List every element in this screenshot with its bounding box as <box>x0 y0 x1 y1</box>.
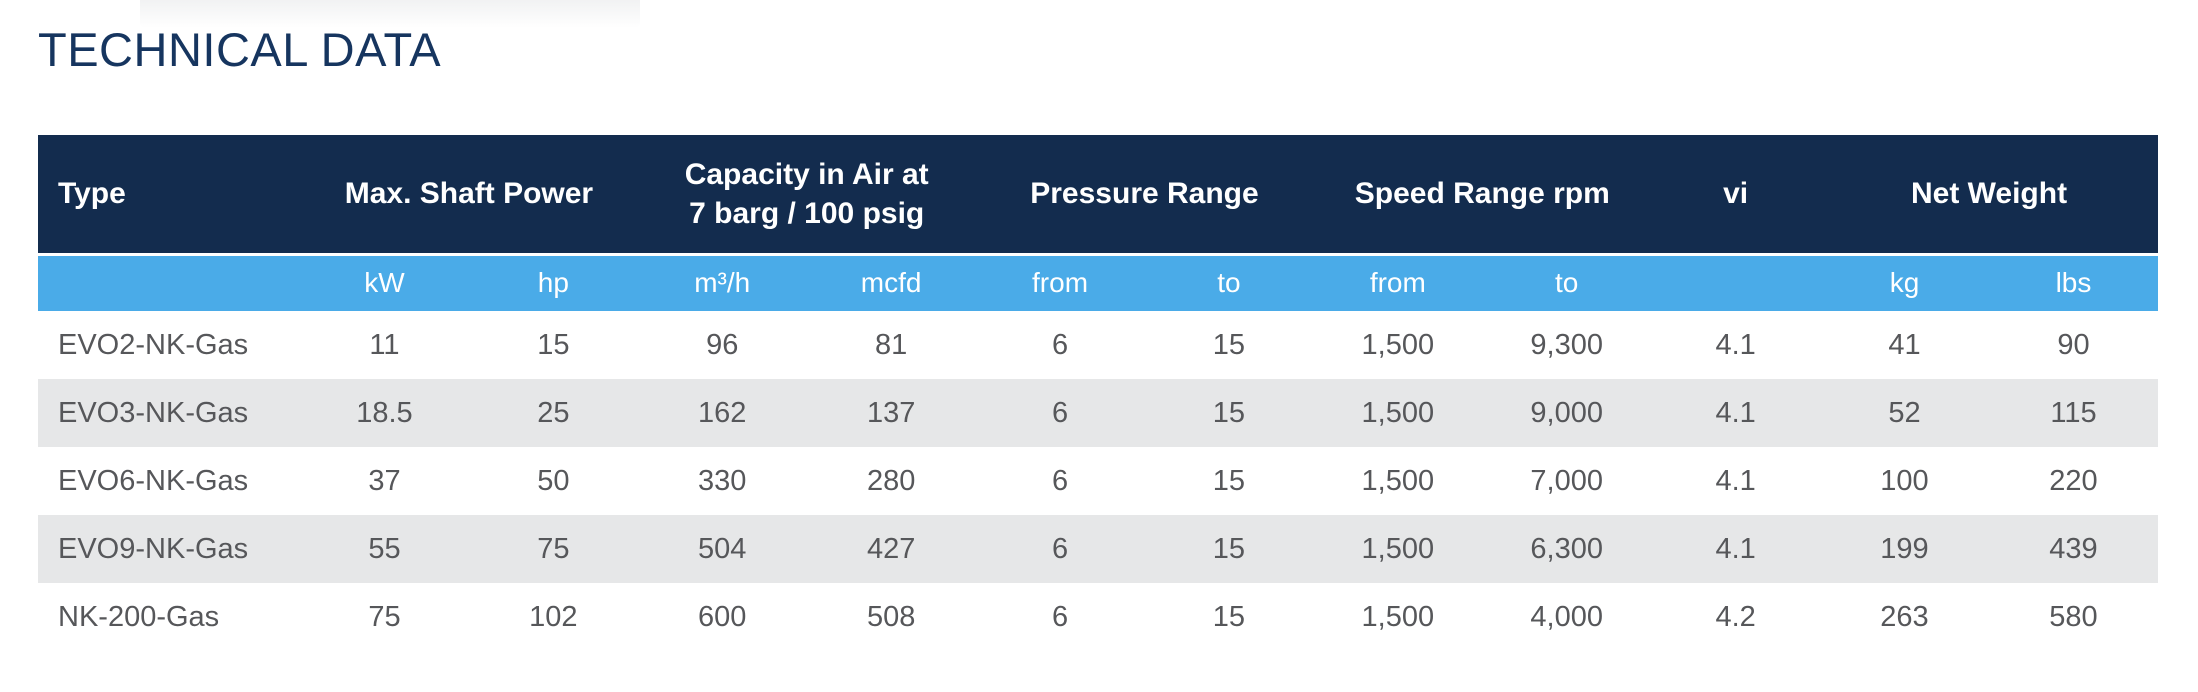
value-cell: 41 <box>1820 311 1989 379</box>
top-image-remnant <box>140 0 640 28</box>
value-cell: 55 <box>300 515 469 583</box>
value-cell: 81 <box>806 311 976 379</box>
header-type: Type <box>38 135 301 256</box>
page-title: TECHNICAL DATA <box>38 23 442 76</box>
value-cell: 263 <box>1820 583 1989 651</box>
value-cell: 439 <box>1988 515 2158 583</box>
unit-cell-pressure-to: to <box>1144 254 1314 311</box>
technical-data-table: Type Max. Shaft Power Capacity in Air at… <box>38 135 2158 651</box>
value-cell: 52 <box>1820 379 1989 447</box>
value-cell: 580 <box>1988 583 2158 651</box>
type-cell: EVO9-NK-Gas <box>38 515 301 583</box>
value-cell: 137 <box>806 379 976 447</box>
header-max-shaft-power: Max. Shaft Power <box>300 135 638 256</box>
unit-cell-vi <box>1651 254 1821 311</box>
unit-cell-m3h: m³/h <box>637 254 807 311</box>
value-cell: 162 <box>637 379 807 447</box>
value-cell: 4.1 <box>1651 515 1821 583</box>
value-cell: 15 <box>1144 447 1314 515</box>
unit-cell-speed-from: from <box>1313 254 1483 311</box>
value-cell: 15 <box>468 311 638 379</box>
value-cell: 115 <box>1988 379 2158 447</box>
header-group-row: Type Max. Shaft Power Capacity in Air at… <box>38 135 2158 256</box>
value-cell: 9,000 <box>1482 379 1652 447</box>
value-cell: 18.5 <box>300 379 469 447</box>
table-row: EVO2-NK-Gas 11 15 96 81 6 15 1,500 9,300 4.1 41 90 <box>38 311 2158 379</box>
value-cell: 9,300 <box>1482 311 1652 379</box>
value-cell: 220 <box>1988 447 2158 515</box>
value-cell: 6,300 <box>1482 515 1652 583</box>
value-cell: 4.1 <box>1651 311 1821 379</box>
value-cell: 37 <box>300 447 469 515</box>
unit-cell-mcfd: mcfd <box>806 254 976 311</box>
value-cell: 6 <box>975 515 1145 583</box>
header-units-row: kW hp m³/h mcfd from to from to kg lbs <box>38 254 2158 311</box>
header-net-weight: Net Weight <box>1820 135 2158 256</box>
type-cell: NK-200-Gas <box>38 583 301 651</box>
value-cell: 75 <box>300 583 469 651</box>
value-cell: 50 <box>468 447 638 515</box>
header-speed-range: Speed Range rpm <box>1313 135 1652 256</box>
value-cell: 199 <box>1820 515 1989 583</box>
value-cell: 427 <box>806 515 976 583</box>
value-cell: 100 <box>1820 447 1989 515</box>
value-cell: 1,500 <box>1313 447 1483 515</box>
value-cell: 96 <box>637 311 807 379</box>
unit-cell-pressure-from: from <box>975 254 1145 311</box>
type-cell: EVO2-NK-Gas <box>38 311 301 379</box>
type-cell: EVO3-NK-Gas <box>38 379 301 447</box>
value-cell: 75 <box>468 515 638 583</box>
unit-cell-hp: hp <box>468 254 638 311</box>
table-header: Type Max. Shaft Power Capacity in Air at… <box>38 135 2158 311</box>
value-cell: 4,000 <box>1482 583 1652 651</box>
value-cell: 6 <box>975 311 1145 379</box>
value-cell: 15 <box>1144 379 1314 447</box>
value-cell: 6 <box>975 447 1145 515</box>
value-cell: 7,000 <box>1482 447 1652 515</box>
unit-cell-kw: kW <box>300 254 469 311</box>
value-cell: 4.1 <box>1651 379 1821 447</box>
value-cell: 6 <box>975 379 1145 447</box>
value-cell: 508 <box>806 583 976 651</box>
unit-cell-speed-to: to <box>1482 254 1652 311</box>
value-cell: 6 <box>975 583 1145 651</box>
value-cell: 102 <box>468 583 638 651</box>
unit-cell-kg: kg <box>1820 254 1989 311</box>
unit-cell-type <box>38 254 301 311</box>
value-cell: 1,500 <box>1313 379 1483 447</box>
value-cell: 1,500 <box>1313 515 1483 583</box>
value-cell: 15 <box>1144 515 1314 583</box>
value-cell: 25 <box>468 379 638 447</box>
value-cell: 15 <box>1144 311 1314 379</box>
table-row: NK-200-Gas 75 102 600 508 6 15 1,500 4,000 4.2 263… <box>38 583 2158 651</box>
header-capacity: Capacity in Air at 7 barg / 100 psig <box>637 135 976 256</box>
value-cell: 11 <box>300 311 469 379</box>
value-cell: 90 <box>1988 311 2158 379</box>
header-pressure-range: Pressure Range <box>975 135 1314 256</box>
value-cell: 4.1 <box>1651 447 1821 515</box>
unit-cell-lbs: lbs <box>1988 254 2158 311</box>
table-row: EVO9-NK-Gas 55 75 504 427 6 15 1,500 6,300 4.1 199… <box>38 515 2158 583</box>
table-row: EVO6-NK-Gas 37 50 330 280 6 15 1,500 7,000 4.1 100… <box>38 447 2158 515</box>
table-row: EVO3-NK-Gas 18.5 25 162 137 6 15 1,500 9,000 4.1 5… <box>38 379 2158 447</box>
value-cell: 15 <box>1144 583 1314 651</box>
value-cell: 4.2 <box>1651 583 1821 651</box>
value-cell: 600 <box>637 583 807 651</box>
header-vi: vi <box>1651 135 1821 256</box>
value-cell: 1,500 <box>1313 583 1483 651</box>
value-cell: 504 <box>637 515 807 583</box>
table-body: EVO2-NK-Gas 11 15 96 81 6 15 1,500 9,300 4.1 41 90 E… <box>38 311 2158 651</box>
type-cell: EVO6-NK-Gas <box>38 447 301 515</box>
value-cell: 330 <box>637 447 807 515</box>
value-cell: 1,500 <box>1313 311 1483 379</box>
value-cell: 280 <box>806 447 976 515</box>
